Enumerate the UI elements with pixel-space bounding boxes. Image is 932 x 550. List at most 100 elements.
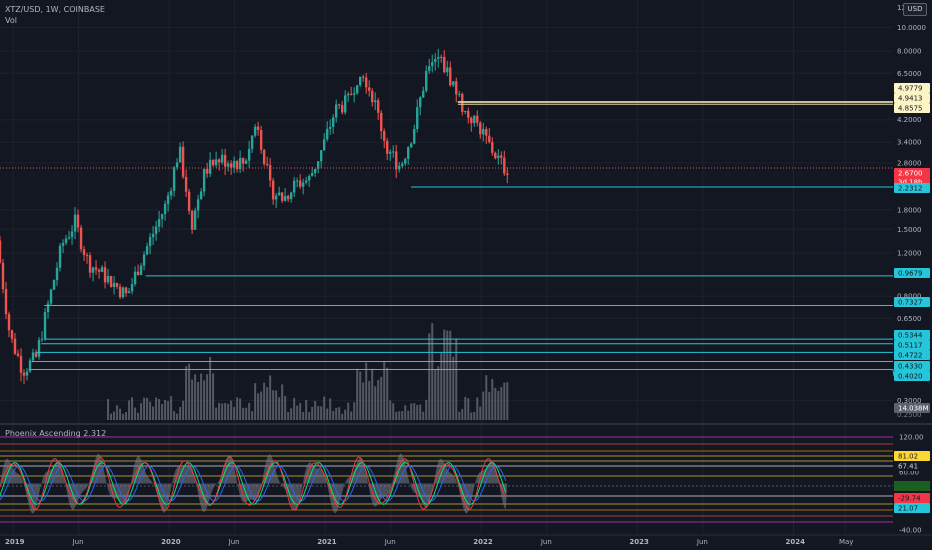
support-badge: 0.4722 <box>894 350 930 360</box>
candle-body <box>124 287 128 294</box>
volume-bar <box>389 400 392 420</box>
candle-body <box>452 81 455 86</box>
candle-body <box>347 93 350 96</box>
candle-body <box>145 246 149 255</box>
candle-body <box>491 142 494 153</box>
candle-body <box>247 148 251 161</box>
candle-body <box>476 115 479 123</box>
candle-body <box>142 254 146 266</box>
symbol-legend[interactable]: XTZ/USD, 1W, COINBASE Vol <box>5 4 105 26</box>
volume-bar <box>293 397 296 420</box>
candle-body <box>217 159 221 163</box>
candle-body <box>208 159 212 174</box>
candle-body <box>16 353 20 356</box>
candle-body <box>325 128 329 140</box>
candle-body <box>97 269 101 272</box>
support-badge-bg <box>894 371 930 381</box>
time-axis-tick: Jun <box>384 538 396 546</box>
volume-bar <box>188 363 191 420</box>
candle-body <box>461 93 464 113</box>
volume-bar <box>332 410 335 420</box>
candle-body <box>220 154 224 163</box>
volume-bar <box>239 398 242 420</box>
volume-bar <box>422 411 425 420</box>
volume-bar <box>269 375 272 420</box>
candle-body <box>202 168 206 192</box>
volume-bar <box>134 407 137 420</box>
candle-body <box>380 112 383 132</box>
volume-bar <box>344 409 347 420</box>
oscillator-badge: 21.07 <box>894 503 930 513</box>
countdown-badge-text: 3d 18h <box>898 179 922 187</box>
volume-bar <box>242 407 245 420</box>
axis-tick: 2.8000 <box>897 159 922 167</box>
volume-bar <box>350 411 353 420</box>
candle-body <box>277 192 281 196</box>
candle-body <box>223 154 227 167</box>
candle-body <box>331 117 335 127</box>
oscillator-badge: 67.41 <box>894 461 930 471</box>
candle-body <box>449 67 452 86</box>
candle-body <box>289 192 293 200</box>
candle-body <box>310 173 314 177</box>
candle-body <box>61 242 65 246</box>
candle-body <box>446 67 449 73</box>
candle-body <box>265 163 269 166</box>
support-badge: 0.5344 <box>894 330 930 340</box>
volume-bar <box>470 412 473 420</box>
volume-bar <box>170 396 173 420</box>
volume-bar <box>233 407 236 420</box>
current-price-badge: 2.6700 <box>894 168 930 178</box>
volume-bar <box>461 409 464 420</box>
support-badge-bg <box>894 330 930 340</box>
time-axis-tick: May <box>839 538 853 546</box>
volume-bar <box>278 397 281 420</box>
volume-bar <box>395 411 398 420</box>
axis-tick: 3.4000 <box>897 139 922 147</box>
oscillator-badge-bg <box>894 503 930 513</box>
volume-bar <box>200 373 203 420</box>
candle-body <box>196 199 200 211</box>
volume-bar <box>107 399 110 420</box>
current-price-badge-text: 2.6700 <box>898 170 923 178</box>
time-axis-tick: 2023 <box>629 538 649 546</box>
support-badge-bg <box>894 361 930 371</box>
candle-body <box>356 85 359 94</box>
volume-bar <box>446 330 449 420</box>
resistance-badge: 4.8575 <box>894 103 930 113</box>
volume-bar <box>473 411 476 420</box>
candle-body <box>184 176 188 192</box>
volume-bar <box>161 404 164 420</box>
volume-bar <box>407 410 410 420</box>
candle-body <box>437 56 440 59</box>
candle-body <box>118 286 122 298</box>
volume-bar <box>185 366 188 420</box>
candle-body <box>22 372 26 376</box>
indicator-legend[interactable]: Phoenix Ascending 2.312 <box>5 428 106 439</box>
resistance-badge-bg <box>894 93 930 103</box>
volume-bar <box>500 387 503 420</box>
candle-body <box>64 238 68 243</box>
candle-body <box>115 283 119 287</box>
volume-bar <box>224 403 227 420</box>
candle-body <box>503 157 506 174</box>
candle-body <box>488 135 491 143</box>
candle-body <box>383 131 386 141</box>
volume-bar <box>167 401 170 420</box>
currency-button[interactable]: USD <box>903 3 927 16</box>
volume-bar <box>227 403 230 420</box>
candle-body <box>371 90 374 103</box>
support-badge-text: 0.9679 <box>898 270 923 278</box>
candle-body <box>133 271 137 285</box>
volume-bar <box>335 407 338 420</box>
support-badge-bg <box>894 183 930 193</box>
oscillator-badge: 81.02 <box>894 451 930 461</box>
volume-bar <box>125 412 128 420</box>
candle-body <box>0 240 2 263</box>
candle-body <box>94 267 98 270</box>
candle-body <box>337 104 341 106</box>
axis-tick: 1.8000 <box>897 206 922 214</box>
candle-body <box>187 191 191 212</box>
